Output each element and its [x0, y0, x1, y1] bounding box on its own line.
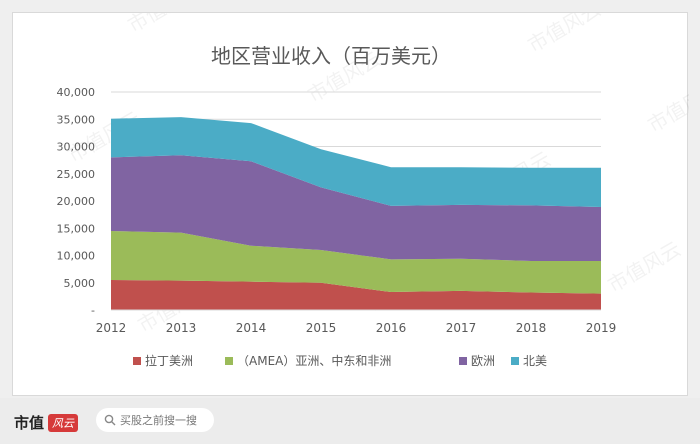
brand-logo-badge: 风云: [48, 413, 79, 432]
y-tick-label: 5,000: [64, 277, 96, 290]
legend-swatch: [225, 357, 233, 365]
watermark-text: 市值风云: [604, 237, 685, 298]
legend-label: 拉丁美洲: [145, 353, 193, 368]
x-tick-label: 2015: [306, 321, 337, 335]
chart-card: 市值风云市值风云市值风云市值风云市值风云市值风云市值风云市值风云市值风云市值风云…: [12, 12, 690, 396]
x-tick-label: 2016: [376, 321, 407, 335]
x-axis: 2012 2013 2014 2015 2016 2017 2018 2019: [96, 309, 617, 335]
y-tick-label: 25,000: [57, 168, 96, 181]
legend-label: （AMEA）亚洲、中东和非洲: [237, 353, 391, 368]
search-placeholder: 买股之前搜一搜: [120, 414, 197, 427]
x-tick-label: 2012: [96, 321, 127, 335]
brand-logo[interactable]: 市值 风云: [14, 412, 79, 433]
y-tick-label: 30,000: [57, 141, 96, 154]
legend-label: 北美: [523, 354, 547, 368]
watermark-text: 市值风云: [524, 13, 605, 57]
x-tick-label: 2018: [516, 321, 547, 335]
area-series: [111, 117, 601, 310]
area-拉丁美洲: [111, 280, 601, 310]
search-input[interactable]: 买股之前搜一搜: [96, 408, 214, 432]
y-axis: - 5,000 10,000 15,000 20,000 25,000 30,000 35,0…: [57, 86, 96, 317]
chart-title: 地区营业收入（百万美元）: [211, 44, 451, 68]
y-tick-label: 35,000: [57, 113, 96, 126]
legend-label: 欧洲: [471, 354, 495, 368]
legend-item: 欧洲: [459, 354, 495, 368]
legend-item: （AMEA）亚洲、中东和非洲: [225, 353, 391, 368]
brand-name: 市值: [14, 414, 45, 432]
legend-swatch: [459, 357, 467, 365]
x-tick-label: 2014: [236, 321, 267, 335]
y-tick-label: 10,000: [57, 250, 96, 263]
y-tick-label: 15,000: [57, 222, 96, 235]
area-欧洲: [111, 155, 601, 261]
legend: 拉丁美洲 （AMEA）亚洲、中东和非洲 欧洲 北美: [133, 353, 547, 368]
search-icon: [104, 414, 116, 426]
footer-bar: 市值 风云 买股之前搜一搜: [0, 398, 700, 444]
legend-swatch: [133, 357, 141, 365]
area-北美: [111, 117, 601, 207]
watermark-text: 市值风云: [124, 13, 205, 37]
x-tick-label: 2019: [586, 321, 617, 335]
y-tick-label: 20,000: [57, 195, 96, 208]
watermark-text: 市值风云: [644, 77, 690, 138]
legend-item: 北美: [511, 354, 547, 368]
area-（AMEA）亚洲、中东和非洲: [111, 230, 601, 294]
x-tick-label: 2013: [166, 321, 197, 335]
legend-item: 拉丁美洲: [133, 353, 193, 368]
area-chart: 市值风云市值风云市值风云市值风云市值风云市值风云市值风云市值风云市值风云市值风云…: [57, 13, 690, 368]
x-tick-label: 2017: [446, 321, 477, 335]
y-tick-label: -: [91, 304, 95, 317]
y-tick-label: 40,000: [57, 86, 96, 99]
legend-swatch: [511, 357, 519, 365]
